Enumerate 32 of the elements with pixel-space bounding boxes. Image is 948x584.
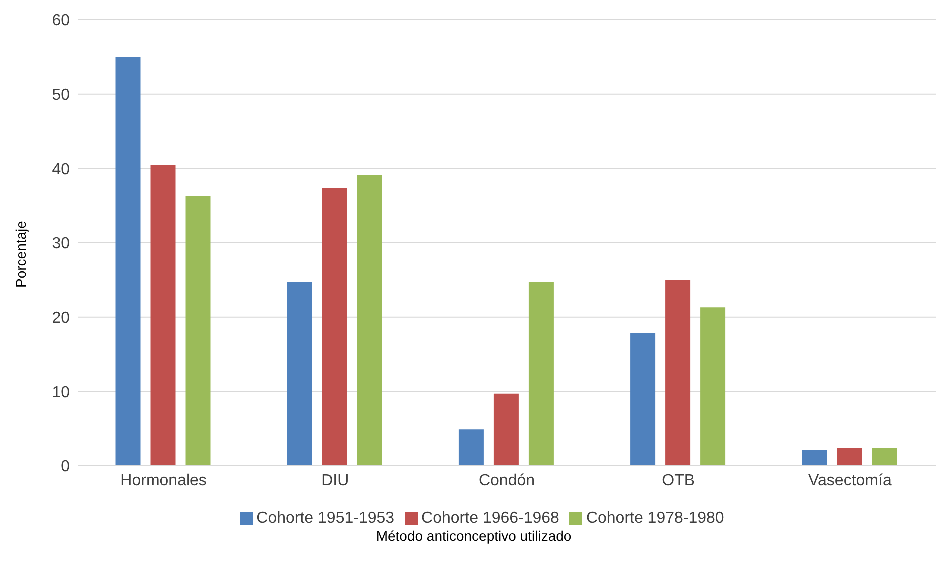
y-tick-label: 20 [52, 310, 70, 328]
y-tick-label: 40 [52, 161, 70, 178]
y-tick-label: 10 [52, 384, 70, 402]
bar [700, 308, 726, 466]
bar [322, 188, 348, 466]
y-tick-label: 50 [52, 87, 70, 104]
legend-label: Cohorte 1978-1980 [586, 510, 724, 527]
x-axis-title: Método anticonceptivo utilizado [375, 528, 573, 544]
bar [630, 332, 656, 466]
y-tick-label: 60 [52, 12, 70, 30]
bar [837, 448, 862, 466]
bar [458, 430, 484, 466]
bar [802, 450, 828, 466]
y-axis-title: Porcentaje [12, 220, 29, 288]
x-tick-label: Condón [478, 472, 536, 490]
bar [150, 164, 176, 466]
bar [528, 282, 554, 466]
legend-label: Cohorte 1951-1953 [256, 510, 395, 527]
bar [116, 57, 141, 466]
legend-label: Cohorte 1966-1968 [422, 510, 560, 527]
x-tick-label: Hormonales [120, 472, 207, 490]
x-tick-label: DIU [322, 472, 350, 490]
y-tick-label: 0 [61, 458, 70, 476]
bar [186, 196, 211, 466]
bar [494, 394, 519, 466]
bar [357, 175, 382, 466]
bar [666, 280, 691, 466]
bar [872, 448, 898, 466]
x-tick-label: Vasectomía [808, 472, 892, 490]
y-tick-label: 30 [52, 236, 70, 253]
x-tick-label: OTB [662, 472, 696, 490]
bar [287, 282, 312, 466]
